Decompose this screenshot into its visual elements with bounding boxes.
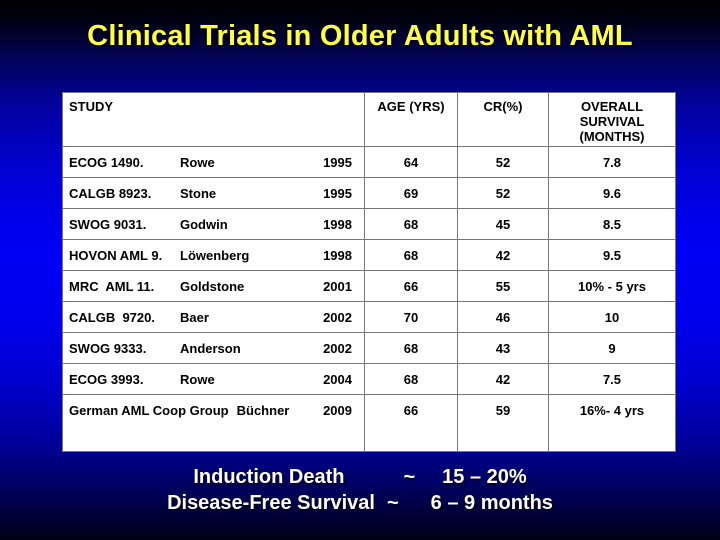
survival-value: 16%- 4 yrs bbox=[548, 394, 676, 452]
table-row: MRC AML 11. Goldstone 2001 66 55 10% - 5… bbox=[62, 270, 676, 302]
column-header-age: AGE (YRS) bbox=[364, 92, 458, 147]
study-year: 2002 bbox=[323, 341, 352, 356]
study-name: ECOG 3993. bbox=[69, 372, 144, 387]
study-cell: CALGB 9720. Baer 2002 bbox=[62, 301, 365, 333]
age-value: 68 bbox=[364, 332, 458, 364]
study-year: 2002 bbox=[323, 310, 352, 325]
survival-value: 8.5 bbox=[548, 208, 676, 240]
study-name: HOVON AML 9. bbox=[69, 248, 163, 263]
age-value: 70 bbox=[364, 301, 458, 333]
age-value: 69 bbox=[364, 177, 458, 209]
survival-value: 9 bbox=[548, 332, 676, 364]
cr-value: 46 bbox=[457, 301, 549, 333]
study-year: 2004 bbox=[323, 372, 352, 387]
summary-value: 15 – 20% bbox=[442, 466, 527, 488]
table-row: SWOG 9031. Godwin 1998 68 45 8.5 bbox=[62, 208, 676, 240]
cr-value: 52 bbox=[457, 146, 549, 178]
study-author: Baer bbox=[180, 310, 209, 325]
age-value: 68 bbox=[364, 363, 458, 395]
survival-value: 9.6 bbox=[548, 177, 676, 209]
study-author: Rowe bbox=[180, 372, 215, 387]
study-name: ECOG 1490. bbox=[69, 155, 144, 170]
summary-block: Induction Death ~ 15 – 20% Disease-Free … bbox=[0, 464, 720, 516]
table-row: HOVON AML 9. Löwenberg 1998 68 42 9.5 bbox=[62, 239, 676, 271]
study-name: CALGB 9720. bbox=[69, 310, 155, 325]
study-name: SWOG 9333. bbox=[69, 341, 147, 356]
clinical-trials-table: STUDY AGE (YRS) CR(%) OVERALL SURVIVAL (… bbox=[62, 92, 676, 452]
age-value: 68 bbox=[364, 239, 458, 271]
survival-value: 7.8 bbox=[548, 146, 676, 178]
cr-value: 59 bbox=[457, 394, 549, 452]
cr-value: 52 bbox=[457, 177, 549, 209]
study-name: SWOG 9031. bbox=[69, 217, 147, 232]
survival-value: 10 bbox=[548, 301, 676, 333]
survival-value: 10% - 5 yrs bbox=[548, 270, 676, 302]
table-row: CALGB 9720. Baer 2002 70 46 10 bbox=[62, 301, 676, 333]
age-value: 66 bbox=[364, 270, 458, 302]
survival-value: 9.5 bbox=[548, 239, 676, 271]
cr-value: 55 bbox=[457, 270, 549, 302]
study-cell: MRC AML 11. Goldstone 2001 bbox=[62, 270, 365, 302]
study-year: 1995 bbox=[323, 186, 352, 201]
age-value: 68 bbox=[364, 208, 458, 240]
summary-line-induction-death: Induction Death ~ 15 – 20% bbox=[0, 464, 720, 490]
study-cell: SWOG 9333. Anderson 2002 bbox=[62, 332, 365, 364]
study-author: Anderson bbox=[180, 341, 241, 356]
summary-line-disease-free-survival: Disease-Free Survival ~ 6 – 9 months bbox=[0, 490, 720, 516]
study-cell: SWOG 9031. Godwin 1998 bbox=[62, 208, 365, 240]
table-row: ECOG 3993. Rowe 2004 68 42 7.5 bbox=[62, 363, 676, 395]
study-author: Löwenberg bbox=[180, 248, 250, 263]
page-title: Clinical Trials in Older Adults with AML bbox=[87, 20, 633, 52]
study-author: Rowe bbox=[180, 155, 215, 170]
study-year: 1998 bbox=[323, 217, 352, 232]
study-year: 1998 bbox=[323, 248, 352, 263]
study-name: German AML Coop Group bbox=[69, 403, 229, 418]
cr-value: 43 bbox=[457, 332, 549, 364]
tilde-symbol: ~ bbox=[386, 492, 399, 514]
age-value: 64 bbox=[364, 146, 458, 178]
table-row: SWOG 9333. Anderson 2002 68 43 9 bbox=[62, 332, 676, 364]
summary-label: Induction Death bbox=[193, 466, 345, 488]
summary-value: 6 – 9 months bbox=[430, 492, 553, 514]
study-cell: ECOG 1490. Rowe 1995 bbox=[62, 146, 365, 178]
study-year: 2001 bbox=[323, 279, 352, 294]
table-row: German AML Coop Group Büchner 2009 66 59… bbox=[62, 394, 676, 452]
study-name: CALGB 8923. bbox=[69, 186, 152, 201]
study-year: 2009 bbox=[323, 403, 352, 418]
study-cell: ECOG 3993. Rowe 2004 bbox=[62, 363, 365, 395]
study-author: Büchner bbox=[236, 403, 290, 418]
cr-value: 45 bbox=[457, 208, 549, 240]
study-cell: German AML Coop Group Büchner 2009 bbox=[62, 394, 365, 452]
column-header-study: STUDY bbox=[62, 92, 365, 147]
table-row: ECOG 1490. Rowe 1995 64 52 7.8 bbox=[62, 146, 676, 178]
table-row: CALGB 8923. Stone 1995 69 52 9.6 bbox=[62, 177, 676, 209]
column-header-survival-label: OVERALL SURVIVAL (MONTHS) bbox=[579, 99, 645, 144]
column-header-survival: OVERALL SURVIVAL (MONTHS) bbox=[548, 92, 676, 147]
cr-value: 42 bbox=[457, 239, 549, 271]
summary-label: Disease-Free Survival bbox=[167, 492, 375, 514]
study-year: 1995 bbox=[323, 155, 352, 170]
table-header-row: STUDY AGE (YRS) CR(%) OVERALL SURVIVAL (… bbox=[62, 92, 676, 147]
study-author: Godwin bbox=[180, 217, 228, 232]
survival-value: 7.5 bbox=[548, 363, 676, 395]
age-value: 66 bbox=[364, 394, 458, 452]
study-name: MRC AML 11. bbox=[69, 279, 155, 294]
study-cell: CALGB 8923. Stone 1995 bbox=[62, 177, 365, 209]
column-header-cr: CR(%) bbox=[457, 92, 549, 147]
cr-value: 42 bbox=[457, 363, 549, 395]
tilde-symbol: ~ bbox=[403, 466, 416, 488]
study-author: Stone bbox=[180, 186, 217, 201]
study-cell: HOVON AML 9. Löwenberg 1998 bbox=[62, 239, 365, 271]
study-author: Goldstone bbox=[180, 279, 245, 294]
